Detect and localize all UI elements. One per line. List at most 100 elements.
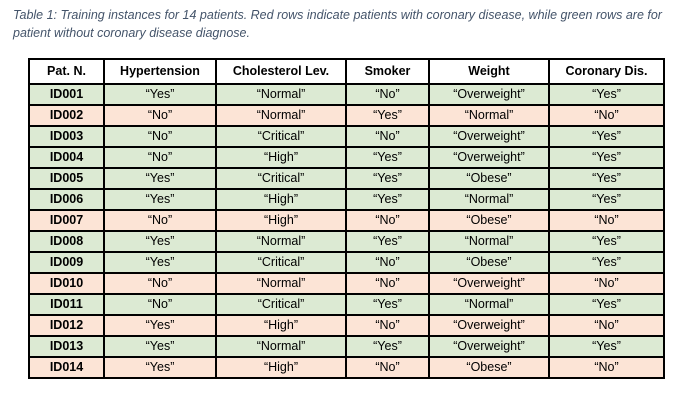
value-cell: “Overweight”	[428, 125, 550, 148]
value-cell: “No”	[345, 125, 430, 148]
value-cell: “High”	[215, 356, 347, 379]
table-row: ID013 “Yes” “Normal” “Yes” “Overweight” “Yes”	[28, 335, 665, 358]
patient-id-cell: ID009	[28, 251, 105, 274]
value-cell: “Yes”	[103, 356, 217, 379]
patient-id-cell: ID012	[28, 314, 105, 337]
table-row: ID007 “No” “High” “No” “Obese” “No”	[28, 209, 665, 232]
patient-id-cell: ID003	[28, 125, 105, 148]
value-cell: “Yes”	[548, 293, 665, 316]
value-cell: “Obese”	[428, 251, 550, 274]
column-header-weight: Weight	[428, 58, 550, 85]
patient-id-cell: ID011	[28, 293, 105, 316]
table-row: ID011 “No” “Critical” “Yes” “Normal” “Yes”	[28, 293, 665, 316]
value-cell: “Overweight”	[428, 83, 550, 106]
table-header-row: Pat. N. Hypertension Cholesterol Lev. Smoke…	[28, 58, 665, 85]
table-row: ID008 “Yes” “Normal” “Yes” “Normal” “Yes”	[28, 230, 665, 253]
value-cell: “Normal”	[215, 335, 347, 358]
value-cell: “No”	[345, 83, 430, 106]
value-cell: “Normal”	[428, 104, 550, 127]
value-cell: “Critical”	[215, 125, 347, 148]
patient-id-cell: ID010	[28, 272, 105, 295]
patient-id-cell: ID013	[28, 335, 105, 358]
value-cell: “High”	[215, 188, 347, 211]
value-cell: “Yes”	[103, 83, 217, 106]
value-cell: “Yes”	[345, 167, 430, 190]
value-cell: “Yes”	[548, 146, 665, 169]
patient-id-cell: ID004	[28, 146, 105, 169]
value-cell: “No”	[548, 209, 665, 232]
value-cell: “Critical”	[215, 251, 347, 274]
value-cell: “Critical”	[215, 167, 347, 190]
column-header-smoker: Smoker	[345, 58, 430, 85]
value-cell: “Yes”	[548, 188, 665, 211]
table-row: ID004 “No” “High” “Yes” “Overweight” “Yes”	[28, 146, 665, 169]
value-cell: “Normal”	[428, 293, 550, 316]
value-cell: “No”	[548, 104, 665, 127]
value-cell: “Yes”	[345, 104, 430, 127]
value-cell: “Normal”	[215, 104, 347, 127]
value-cell: “Yes”	[345, 188, 430, 211]
value-cell: “Normal”	[215, 83, 347, 106]
patient-id-cell: ID002	[28, 104, 105, 127]
patient-id-cell: ID007	[28, 209, 105, 232]
value-cell: “Yes”	[345, 335, 430, 358]
value-cell: “Overweight”	[428, 146, 550, 169]
value-cell: “No”	[103, 272, 217, 295]
value-cell: “Normal”	[215, 272, 347, 295]
value-cell: “Yes”	[345, 230, 430, 253]
value-cell: “No”	[345, 209, 430, 232]
value-cell: “Yes”	[548, 335, 665, 358]
table-row: ID001 “Yes” “Normal” “No” “Overweight” “Yes”	[28, 83, 665, 106]
value-cell: “Overweight”	[428, 272, 550, 295]
patient-id-cell: ID008	[28, 230, 105, 253]
column-header-pat-n: Pat. N.	[28, 58, 105, 85]
value-cell: “Obese”	[428, 209, 550, 232]
table-row: ID003 “No” “Critical” “No” “Overweight” “Yes”	[28, 125, 665, 148]
value-cell: “Yes”	[103, 335, 217, 358]
patient-id-cell: ID005	[28, 167, 105, 190]
value-cell: “Yes”	[548, 230, 665, 253]
value-cell: “No”	[548, 272, 665, 295]
value-cell: “High”	[215, 146, 347, 169]
value-cell: “Obese”	[428, 356, 550, 379]
value-cell: “Overweight”	[428, 314, 550, 337]
value-cell: “Yes”	[103, 314, 217, 337]
value-cell: “Obese”	[428, 167, 550, 190]
value-cell: “Yes”	[103, 167, 217, 190]
value-cell: “Yes”	[345, 146, 430, 169]
value-cell: “Yes”	[345, 293, 430, 316]
value-cell: “Yes”	[103, 230, 217, 253]
column-header-cholesterol-lev: Cholesterol Lev.	[215, 58, 347, 85]
value-cell: “No”	[548, 314, 665, 337]
table-row: ID012 “Yes” “High” “No” “Overweight” “No”	[28, 314, 665, 337]
value-cell: “Yes”	[548, 167, 665, 190]
value-cell: “No”	[103, 146, 217, 169]
value-cell: “Yes”	[548, 83, 665, 106]
value-cell: “No”	[548, 356, 665, 379]
patients-table: Pat. N. Hypertension Cholesterol Lev. Smoke…	[28, 58, 665, 379]
column-header-hypertension: Hypertension	[103, 58, 217, 85]
patient-id-cell: ID001	[28, 83, 105, 106]
value-cell: “No”	[345, 251, 430, 274]
value-cell: “No”	[103, 125, 217, 148]
value-cell: “No”	[345, 272, 430, 295]
value-cell: “Normal”	[215, 230, 347, 253]
table-row: ID002 “No” “Normal” “Yes” “Normal” “No”	[28, 104, 665, 127]
value-cell: “No”	[103, 104, 217, 127]
value-cell: “No”	[345, 314, 430, 337]
value-cell: “Yes”	[548, 251, 665, 274]
table-row: ID006 “Yes” “High” “Yes” “Normal” “Yes”	[28, 188, 665, 211]
value-cell: “Yes”	[103, 188, 217, 211]
table-row: ID010 “No” “Normal” “No” “Overweight” “No”	[28, 272, 665, 295]
value-cell: “High”	[215, 209, 347, 232]
table-caption: Table 1: Training instances for 14 patie…	[13, 8, 662, 40]
table-body: ID001 “Yes” “Normal” “No” “Overweight” “Yes” I…	[28, 83, 665, 379]
value-cell: “No”	[345, 356, 430, 379]
value-cell: “High”	[215, 314, 347, 337]
value-cell: “Normal”	[428, 230, 550, 253]
value-cell: “Overweight”	[428, 335, 550, 358]
patient-id-cell: ID014	[28, 356, 105, 379]
patient-id-cell: ID006	[28, 188, 105, 211]
table-row: ID014 “Yes” “High” “No” “Obese” “No”	[28, 356, 665, 379]
value-cell: “Normal”	[428, 188, 550, 211]
